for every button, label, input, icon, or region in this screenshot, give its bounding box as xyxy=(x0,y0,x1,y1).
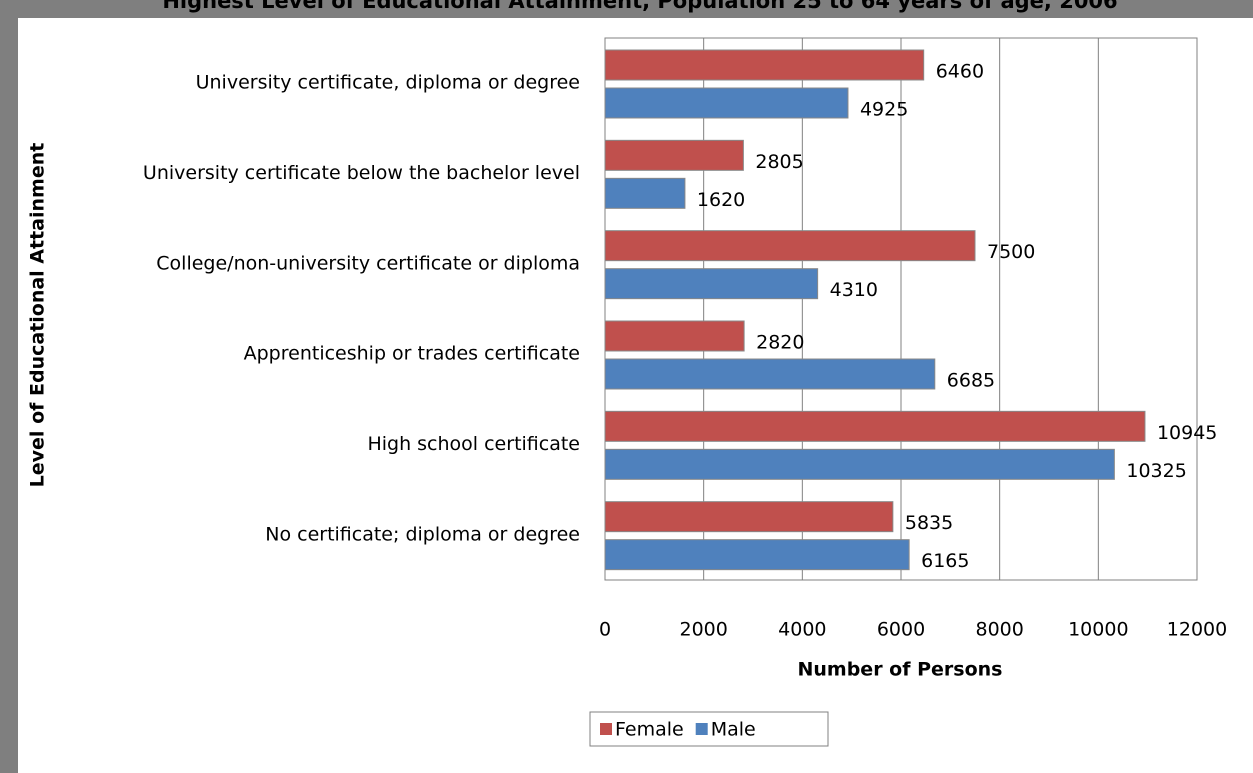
data-label: 4925 xyxy=(860,99,908,121)
bar xyxy=(604,177,686,209)
data-label: 10325 xyxy=(1126,460,1186,482)
x-tick-label: 8000 xyxy=(975,619,1023,641)
x-tick-label: 10000 xyxy=(1068,619,1128,641)
bar xyxy=(604,448,1115,480)
bar xyxy=(604,230,976,262)
y-tick-label: Apprenticeship or trades certificate xyxy=(244,343,580,365)
x-tick-label: 12000 xyxy=(1167,619,1227,641)
bar xyxy=(604,320,745,352)
data-label: 2820 xyxy=(756,332,804,354)
x-tick-label: 4000 xyxy=(778,619,826,641)
data-label: 6685 xyxy=(947,370,995,392)
bar xyxy=(604,139,744,171)
legend-swatch xyxy=(600,723,612,735)
data-label: 7500 xyxy=(987,241,1035,263)
bar xyxy=(604,539,910,571)
y-axis-title: Level of Educational Attainment xyxy=(27,143,49,488)
bar xyxy=(604,358,936,390)
data-label: 5835 xyxy=(905,512,953,534)
y-tick-label: University certificate below the bachelo… xyxy=(143,162,580,184)
data-label: 6460 xyxy=(936,61,984,83)
x-tick-label: 2000 xyxy=(679,619,727,641)
y-tick-label: High school certificate xyxy=(367,433,580,455)
x-tick-label: 6000 xyxy=(877,619,925,641)
bar xyxy=(604,268,819,300)
legend-label: Female xyxy=(615,719,684,741)
x-tick-label: 0 xyxy=(599,619,611,641)
bar xyxy=(604,501,894,533)
data-label: 6165 xyxy=(921,550,969,572)
x-axis-title: Number of Persons xyxy=(797,659,1002,681)
data-label: 2805 xyxy=(755,151,803,173)
legend-label: Male xyxy=(711,719,756,741)
data-label: 4310 xyxy=(830,279,878,301)
y-tick-label: College/non-university certificate or di… xyxy=(156,252,580,274)
data-label: 10945 xyxy=(1157,422,1217,444)
bar xyxy=(604,410,1146,442)
chart-title: Highest Level of Educational Attainment,… xyxy=(162,0,1117,13)
legend xyxy=(589,711,829,747)
data-label: 1620 xyxy=(697,189,745,211)
y-tick-label: No certificate; diploma or degree xyxy=(265,523,580,545)
legend-swatch xyxy=(695,723,708,735)
bar xyxy=(604,49,925,81)
y-tick-label: University certificate, diploma or degre… xyxy=(196,72,580,94)
bar xyxy=(604,87,849,119)
